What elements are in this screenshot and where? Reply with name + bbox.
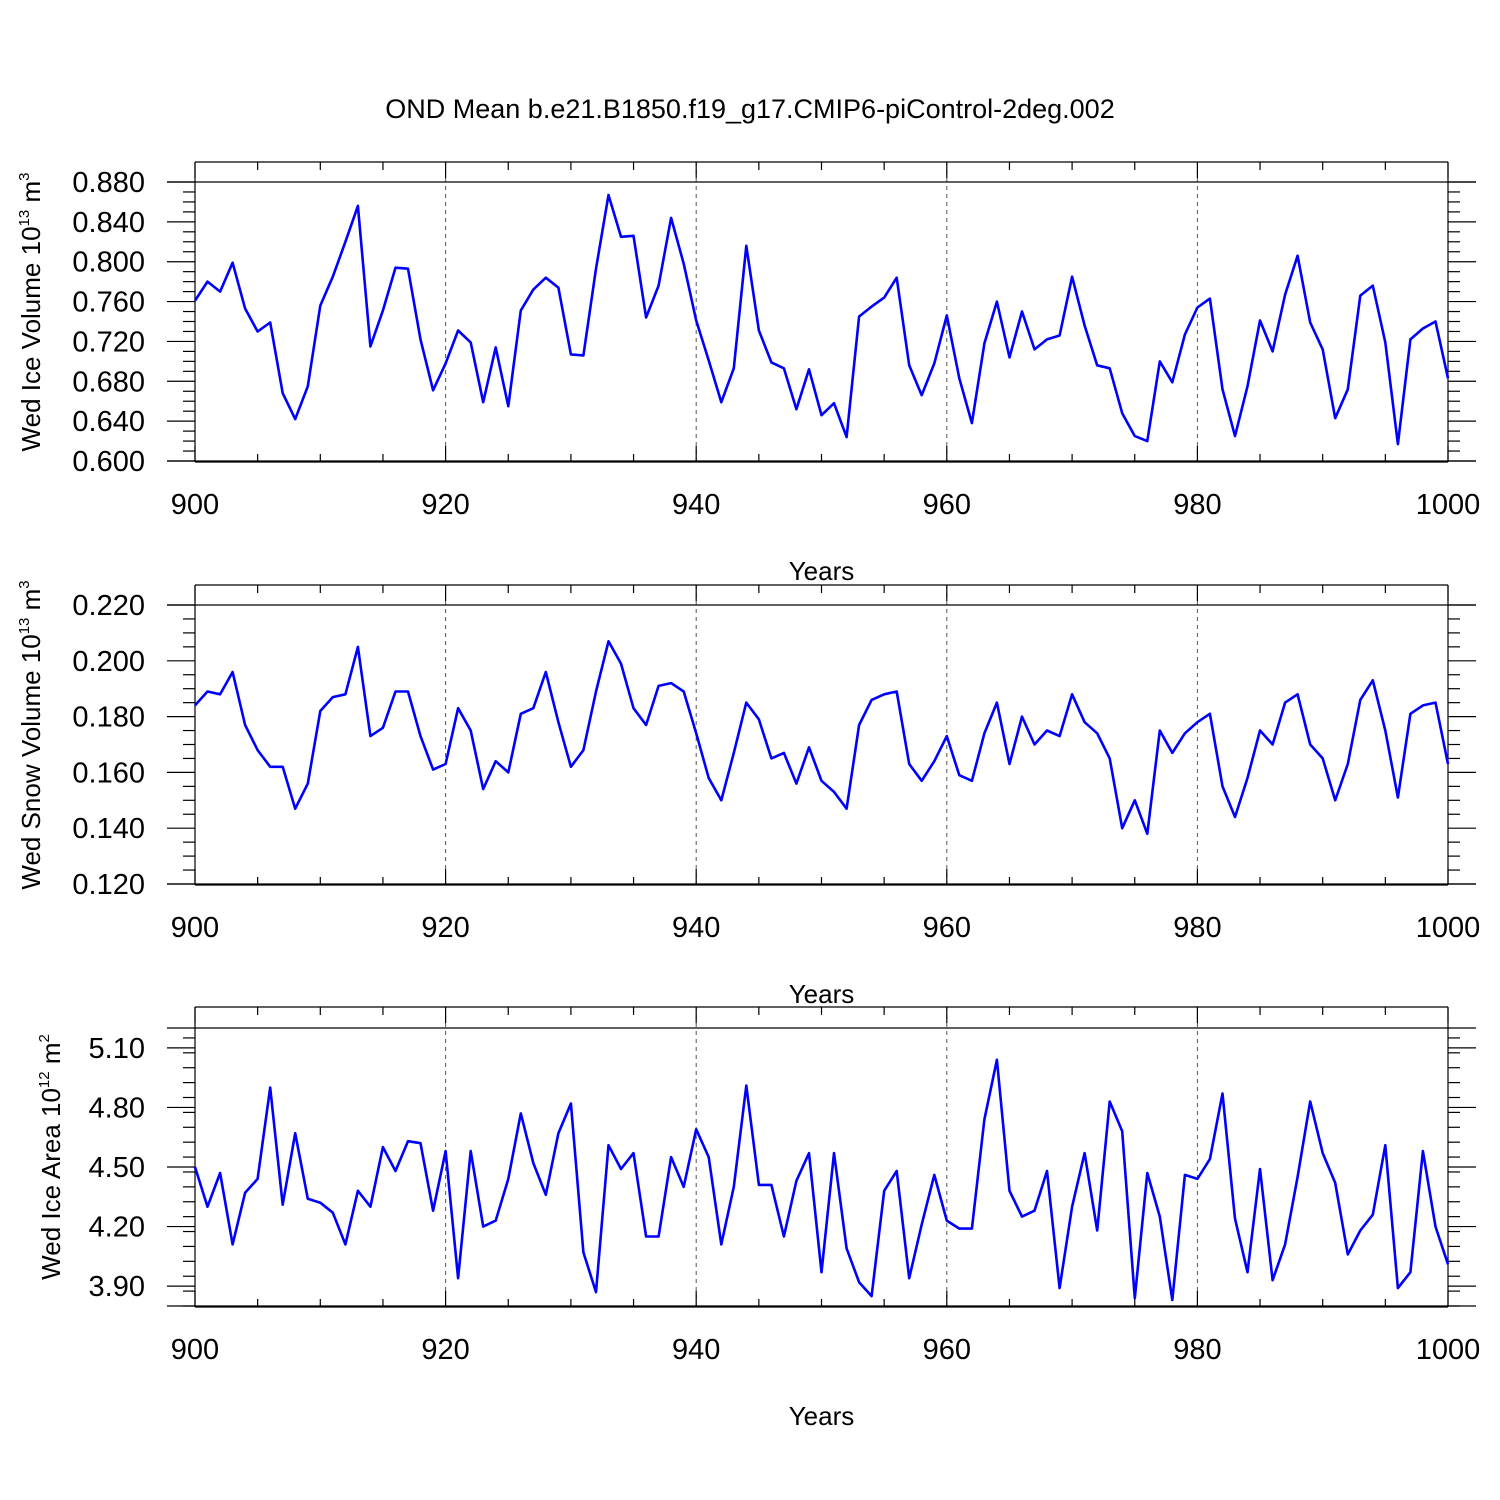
x-tick-label: 980 — [1173, 489, 1221, 521]
y-tick-label: 0.600 — [72, 446, 145, 478]
y-tick-label: 0.880 — [72, 167, 145, 199]
x-tick-label: 1000 — [1416, 1334, 1481, 1366]
series-line — [194, 639, 1450, 836]
x-tick-label: 960 — [923, 912, 971, 944]
y-tick-label: 0.680 — [72, 366, 145, 398]
x-tick-label: 940 — [672, 489, 720, 521]
y-tick-label: 3.90 — [89, 1271, 145, 1303]
x-tick-label: 940 — [672, 912, 720, 944]
chart-title: OND Mean b.e21.B1850.f19_g17.CMIP6-piCon… — [385, 94, 1114, 124]
y-tick-label: 0.720 — [72, 326, 145, 358]
y-axis-title: Wed Ice Area 1012 m2 — [36, 1034, 66, 1280]
y-tick-label: 0.180 — [72, 702, 145, 734]
x-tick-label: 980 — [1173, 1334, 1221, 1366]
chart-panels: 900 920 940 960 980 1000 Years 0.600 0.640 0.680 0… — [16, 161, 1481, 1431]
x-axis-title: Years — [789, 556, 855, 586]
y-tick-label: 4.80 — [89, 1092, 145, 1124]
y-tick-label: 4.50 — [89, 1152, 145, 1184]
y-tick-label: 0.220 — [72, 590, 145, 622]
x-tick-label: 900 — [171, 1334, 219, 1366]
x-tick-label: 920 — [421, 912, 469, 944]
y-axis-title: Wed Ice Volume 1013 m3 — [16, 173, 46, 452]
chart-panel-1: 900 920 940 960 980 1000 Years 0.600 0.640 0.680 0… — [16, 161, 1481, 586]
y-tick-label: 0.800 — [72, 247, 145, 279]
x-tick-label: 900 — [171, 489, 219, 521]
y-tick-label: 0.140 — [72, 813, 145, 845]
y-axis-title: Wed Snow Volume 1013 m3 — [16, 580, 46, 889]
x-tick-label: 980 — [1173, 912, 1221, 944]
y-tick-label: 0.640 — [72, 406, 145, 438]
x-tick-label: 920 — [421, 489, 469, 521]
y-tick-label: 0.840 — [72, 207, 145, 239]
chart-panel-2: 900 920 940 960 980 1000 Years 0.120 0.140 0.160 0… — [16, 580, 1480, 1009]
x-axis-title: Years — [789, 979, 855, 1009]
y-tick-label: 0.200 — [72, 646, 145, 678]
y-tick-label: 0.160 — [72, 757, 145, 789]
x-tick-label: 1000 — [1416, 489, 1481, 521]
series-line — [193, 193, 1450, 446]
x-axis-title: Years — [789, 1401, 855, 1431]
y-tick-label: 0.760 — [72, 287, 145, 319]
x-tick-label: 940 — [672, 1334, 720, 1366]
y-tick-label: 5.10 — [89, 1033, 145, 1065]
x-tick-label: 960 — [923, 489, 971, 521]
x-tick-label: 1000 — [1416, 912, 1481, 944]
series-line — [193, 1058, 1450, 1302]
x-tick-label: 900 — [171, 912, 219, 944]
x-tick-label: 920 — [421, 1334, 469, 1366]
y-tick-label: 0.120 — [72, 869, 145, 901]
chart-panel-3: 900 920 940 960 980 1000 Years 3.90 4.20 4.50 4.80… — [36, 1006, 1481, 1431]
x-tick-label: 960 — [923, 1334, 971, 1366]
y-tick-label: 4.20 — [89, 1212, 145, 1244]
